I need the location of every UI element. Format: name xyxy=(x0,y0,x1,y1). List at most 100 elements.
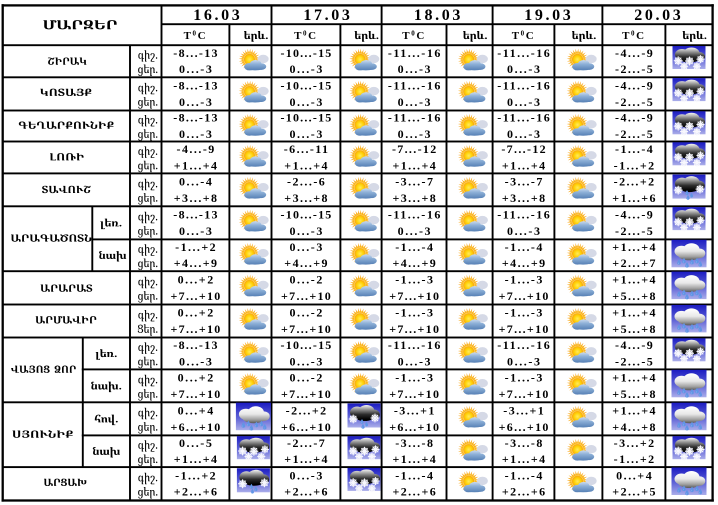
svg-text:0...+4: 0...+4 xyxy=(616,469,652,483)
svg-text:+4...+9: +4...+9 xyxy=(393,256,436,270)
svg-text:+7...+10: +7...+10 xyxy=(171,322,221,336)
svg-text:T0C: T0C xyxy=(512,30,536,43)
svg-text:+6...+10: +6...+10 xyxy=(281,420,331,434)
svg-text:-8...-13: -8...-13 xyxy=(173,79,217,93)
svg-text:0...-3: 0...-3 xyxy=(507,224,540,238)
svg-text:-10...-15: -10...-15 xyxy=(281,338,332,352)
svg-text:-4...-9: -4...-9 xyxy=(177,142,215,156)
svg-text:-11...-16: -11...-16 xyxy=(388,46,441,60)
svg-text:-3...-7: -3...-7 xyxy=(395,175,433,189)
svg-text:0...-3: 0...-3 xyxy=(398,354,431,368)
svg-text:19.03: 19.03 xyxy=(524,7,571,24)
svg-text:+2...+6: +2...+6 xyxy=(284,485,327,499)
svg-text:-11...-16: -11...-16 xyxy=(388,208,441,222)
svg-text:0...+2: 0...+2 xyxy=(178,306,214,320)
svg-text:-2...-5: -2...-5 xyxy=(615,354,653,368)
svg-text:-3...-8: -3...-8 xyxy=(395,436,433,450)
svg-text:-7...-12: -7...-12 xyxy=(501,142,545,156)
svg-text:-2...-7: -2...-7 xyxy=(287,436,325,450)
svg-text:+1...+4: +1...+4 xyxy=(174,158,217,172)
svg-text:-11...-16: -11...-16 xyxy=(497,79,550,93)
svg-text:0...-3: 0...-3 xyxy=(398,62,431,76)
svg-text:0...-3: 0...-3 xyxy=(289,95,322,109)
svg-text:+2...+6: +2...+6 xyxy=(393,485,436,499)
svg-text:0...-3: 0...-3 xyxy=(507,354,540,368)
svg-text:-10...-15: -10...-15 xyxy=(281,111,332,125)
svg-text:0...-2: 0...-2 xyxy=(289,371,322,385)
svg-text:-4...-9: -4...-9 xyxy=(615,208,653,222)
svg-text:T0C: T0C xyxy=(622,30,646,43)
svg-text:-8...-13: -8...-13 xyxy=(173,338,217,352)
svg-text:0...-3: 0...-3 xyxy=(289,469,322,483)
svg-text:-1...-4: -1...-4 xyxy=(615,142,653,156)
svg-text:-11...-16: -11...-16 xyxy=(388,338,441,352)
svg-text:-10...-15: -10...-15 xyxy=(281,208,332,222)
svg-text:T0C: T0C xyxy=(402,30,426,43)
svg-text:-2...-5: -2...-5 xyxy=(615,62,653,76)
svg-text:+2...+6: +2...+6 xyxy=(174,485,217,499)
svg-text:-3...+1: -3...+1 xyxy=(503,404,544,418)
svg-text:+2...+5: +2...+5 xyxy=(612,485,655,499)
svg-text:0...-2: 0...-2 xyxy=(289,306,322,320)
svg-text:-1...-4: -1...-4 xyxy=(395,240,433,254)
svg-text:0...-3: 0...-3 xyxy=(289,240,322,254)
svg-text:+4...+8: +4...+8 xyxy=(612,420,655,434)
svg-text:+7...+10: +7...+10 xyxy=(389,387,439,401)
svg-text:-1...-3: -1...-3 xyxy=(395,273,433,287)
svg-text:-1...-3: -1...-3 xyxy=(505,306,543,320)
svg-text:+3...+8: +3...+8 xyxy=(502,191,545,205)
svg-text:+7...+10: +7...+10 xyxy=(171,289,221,303)
svg-text:-4...-9: -4...-9 xyxy=(615,111,653,125)
svg-text:-2...-5: -2...-5 xyxy=(615,127,653,141)
svg-text:0...+2: 0...+2 xyxy=(178,371,214,385)
svg-text:T0C: T0C xyxy=(184,30,208,43)
svg-text:0...-3: 0...-3 xyxy=(289,224,322,238)
svg-text:-10...-15: -10...-15 xyxy=(281,46,332,60)
svg-text:0...+2: 0...+2 xyxy=(178,273,214,287)
svg-text:0...-3: 0...-3 xyxy=(507,95,540,109)
svg-text:+7...+10: +7...+10 xyxy=(281,387,331,401)
svg-text:+1...+4: +1...+4 xyxy=(284,158,327,172)
svg-text:-3...+1: -3...+1 xyxy=(394,404,435,418)
svg-text:-8...-13: -8...-13 xyxy=(173,111,217,125)
svg-text:+1...+4: +1...+4 xyxy=(502,452,545,466)
svg-text:-2...-5: -2...-5 xyxy=(615,95,653,109)
svg-text:0...-2: 0...-2 xyxy=(289,273,322,287)
svg-text:-1...-3: -1...-3 xyxy=(395,371,433,385)
svg-text:0...-3: 0...-3 xyxy=(507,62,540,76)
svg-text:-1...+2: -1...+2 xyxy=(614,158,655,172)
svg-text:+1...+4: +1...+4 xyxy=(612,240,655,254)
svg-text:+6...+10: +6...+10 xyxy=(389,420,439,434)
svg-text:-11...-16: -11...-16 xyxy=(388,79,441,93)
svg-text:+1...+6: +1...+6 xyxy=(612,191,655,205)
svg-text:+1...+4: +1...+4 xyxy=(284,452,327,466)
svg-text:+7...+10: +7...+10 xyxy=(499,387,549,401)
svg-text:0...-3: 0...-3 xyxy=(507,127,540,141)
svg-text:+7...+10: +7...+10 xyxy=(389,289,439,303)
svg-text:0...-3: 0...-3 xyxy=(398,127,431,141)
svg-text:+5...+8: +5...+8 xyxy=(612,289,655,303)
svg-text:0...-3: 0...-3 xyxy=(289,127,322,141)
svg-text:-3...-7: -3...-7 xyxy=(505,175,543,189)
svg-text:+1...+4: +1...+4 xyxy=(612,273,655,287)
svg-text:-4...-9: -4...-9 xyxy=(615,338,653,352)
svg-text:+2...+6: +2...+6 xyxy=(502,485,545,499)
svg-text:+5...+8: +5...+8 xyxy=(612,387,655,401)
svg-text:0...-3: 0...-3 xyxy=(179,127,212,141)
svg-text:+4...+9: +4...+9 xyxy=(502,256,545,270)
svg-text:-8...-13: -8...-13 xyxy=(173,46,217,60)
svg-text:17.03: 17.03 xyxy=(303,7,350,24)
svg-text:0...-3: 0...-3 xyxy=(179,354,212,368)
svg-text:0...-5: 0...-5 xyxy=(179,436,212,450)
svg-text:0...-3: 0...-3 xyxy=(179,62,212,76)
svg-text:+2...+7: +2...+7 xyxy=(612,256,655,270)
svg-text:0...-3: 0...-3 xyxy=(289,354,322,368)
svg-text:-1...-4: -1...-4 xyxy=(505,469,543,483)
svg-text:-10...-15: -10...-15 xyxy=(281,79,332,93)
svg-text:0...-3: 0...-3 xyxy=(398,224,431,238)
svg-text:+3...+8: +3...+8 xyxy=(284,191,327,205)
svg-text:+1...+4: +1...+4 xyxy=(612,306,655,320)
svg-text:-1...-3: -1...-3 xyxy=(505,371,543,385)
svg-text:0...-3: 0...-3 xyxy=(179,95,212,109)
svg-text:+1...+4: +1...+4 xyxy=(393,452,436,466)
